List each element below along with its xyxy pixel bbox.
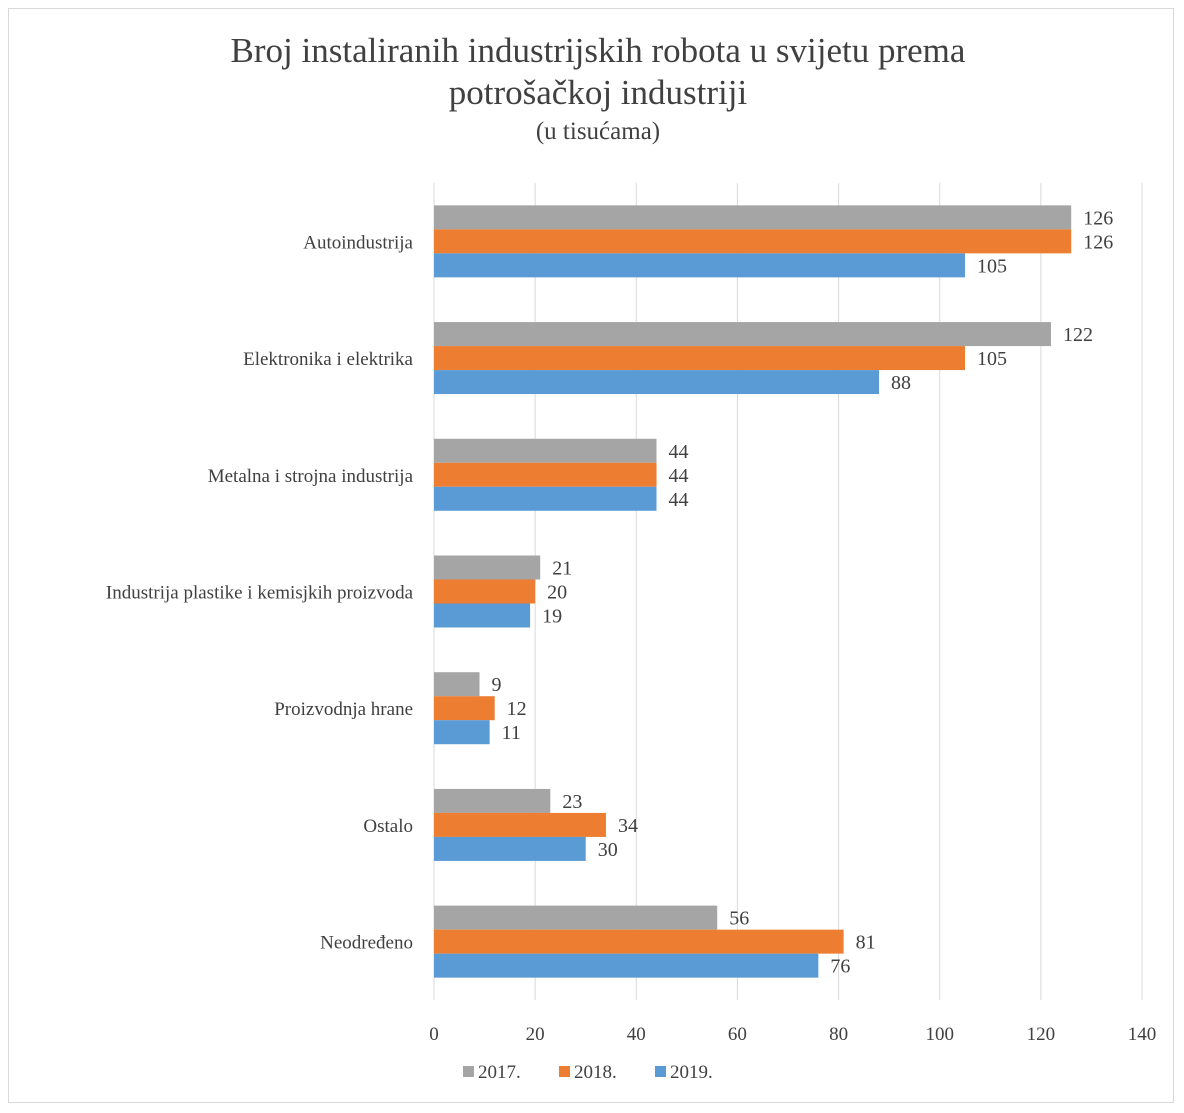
category-label-4: Proizvodnja hrane [274,699,413,720]
chart-title: Broj instaliranih industrijskih robota u… [0,30,1184,150]
data-label-2018-3: 20 [547,582,567,604]
data-label-2019-1: 88 [891,372,911,394]
x-tick-label-80: 80 [829,1024,848,1045]
bar-2019-5 [434,836,586,861]
data-labels: 1261261051221058844444421201991211233430… [492,207,1114,977]
bar-2018-4 [434,696,495,721]
bar-2017-4 [434,672,480,697]
bar-2018-2 [434,462,657,487]
bar-2019-1 [434,370,880,395]
data-label-2017-2: 44 [669,441,689,463]
bar-2019-2 [434,486,657,511]
x-tick-label-120: 120 [1027,1024,1056,1045]
data-label-2018-6: 81 [856,932,876,954]
data-label-2018-0: 126 [1083,231,1113,253]
x-tick-label-40: 40 [627,1024,646,1045]
bar-2018-6 [434,929,844,954]
legend-label-2017: 2017. [478,1062,521,1083]
bar-2017-2 [434,438,657,463]
data-label-2019-5: 30 [598,839,618,861]
category-label-6: Neodređeno [320,933,413,954]
data-label-2017-4: 9 [492,674,502,696]
data-label-2019-0: 105 [977,255,1007,277]
x-tick-label-140: 140 [1128,1024,1157,1045]
legend-swatch-2018 [559,1066,570,1077]
bar-2017-5 [434,788,551,813]
data-label-2019-6: 76 [830,956,850,978]
bar-2017-6 [434,905,718,930]
category-label-2: Metalna i strojna industrija [208,466,414,487]
chart-title-line-2: potrošačkoj industriji [448,73,748,112]
bar-2017-1 [434,322,1051,347]
legend-swatch-2017 [463,1066,474,1077]
category-label-5: Ostalo [363,816,413,837]
category-labels: Autoindustrija Elektronika i elektrika Met… [106,232,414,953]
x-tick-labels: 0 20 40 60 80 100 120 140 [429,1024,1156,1045]
bar-2017-0 [434,205,1072,230]
legend: 2017. 2018. 2019. [463,1062,713,1083]
data-label-2018-2: 44 [669,465,689,487]
legend-swatch-2019 [655,1066,666,1077]
data-label-2017-1: 122 [1063,324,1093,346]
chart-title-line-1: Broj instaliranih industrijskih robota u… [230,31,966,70]
bar-2018-3 [434,579,536,604]
bar-2019-6 [434,953,819,978]
bar-2019-0 [434,253,965,278]
x-tick-label-60: 60 [728,1024,747,1045]
bar-2018-5 [434,812,606,837]
x-tick-label-100: 100 [925,1024,954,1045]
data-label-2018-4: 12 [507,698,527,720]
bar-2019-4 [434,720,490,745]
data-label-2019-3: 19 [542,606,562,628]
gridlines [433,183,1143,1000]
data-label-2018-5: 34 [618,815,638,837]
category-label-1: Elektronika i elektrika [243,349,413,370]
category-label-0: Autoindustrija [303,232,413,253]
bar-2019-3 [434,603,531,628]
x-tick-label-20: 20 [526,1024,545,1045]
bar-2018-1 [434,346,965,371]
bars [434,205,1072,978]
data-label-2019-2: 44 [669,489,689,511]
chart-subtitle: (u tisućama) [535,118,661,145]
legend-label-2018: 2018. [574,1062,617,1083]
x-tick-label-0: 0 [429,1024,439,1045]
data-label-2017-0: 126 [1083,207,1113,229]
legend-label-2019: 2019. [670,1062,713,1083]
data-label-2017-3: 21 [552,558,572,580]
data-label-2017-5: 23 [562,791,582,813]
category-label-3: Industrija plastike i kemisjkih proizvod… [106,583,414,604]
data-label-2018-1: 105 [977,348,1007,370]
bar-2017-3 [434,555,541,580]
data-label-2019-4: 11 [502,722,521,744]
data-label-2017-6: 56 [729,908,749,930]
bar-2018-0 [434,229,1072,254]
